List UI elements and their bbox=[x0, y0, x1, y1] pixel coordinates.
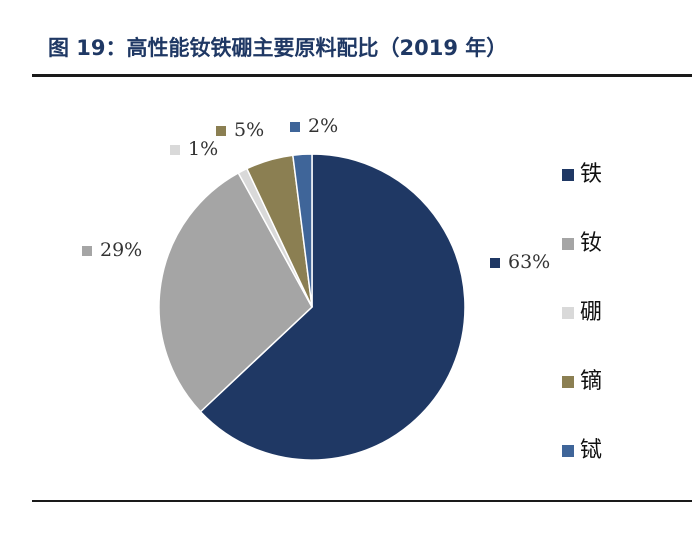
pie-slices bbox=[158, 153, 466, 461]
legend-label: 铽 bbox=[580, 437, 603, 463]
legend-swatch bbox=[562, 168, 574, 181]
bottom-rule bbox=[32, 500, 692, 502]
chart-legend: 铁钕硼镝铽 bbox=[562, 140, 682, 485]
legend-swatch bbox=[562, 237, 574, 250]
data-label-2: 29% bbox=[100, 239, 142, 261]
pie-slice-2 bbox=[158, 171, 313, 413]
legend-label: 镝 bbox=[580, 368, 603, 394]
legend-item-5: 铽 bbox=[562, 416, 682, 485]
legend-label: 钕 bbox=[580, 230, 603, 256]
legend-item-1: 铁 bbox=[562, 140, 682, 209]
data-label-4: 5% bbox=[234, 119, 264, 141]
data-label-3: 1% bbox=[188, 138, 218, 160]
data-label-marker-2 bbox=[82, 246, 92, 256]
pie-slice-1 bbox=[199, 153, 466, 461]
data-label-marker-3 bbox=[170, 145, 180, 155]
pie-slice-5 bbox=[291, 153, 313, 308]
legend-item-2: 钕 bbox=[562, 209, 682, 278]
data-label-marker-4 bbox=[216, 126, 226, 136]
legend-item-4: 镝 bbox=[562, 347, 682, 416]
data-label-marker-1 bbox=[490, 258, 500, 268]
legend-item-3: 硼 bbox=[562, 278, 682, 347]
data-labels: 63% 29% 1% 5% 2% bbox=[82, 115, 550, 273]
data-label-marker-5 bbox=[290, 122, 300, 132]
top-rule bbox=[32, 74, 692, 77]
legend-label: 铁 bbox=[580, 161, 603, 187]
legend-swatch bbox=[562, 306, 574, 319]
figure-title: 图 19：高性能钕铁硼主要原料配比（2019 年） bbox=[48, 36, 508, 60]
legend-swatch bbox=[562, 444, 574, 457]
data-label-1: 63% bbox=[508, 251, 550, 273]
legend-label: 硼 bbox=[580, 299, 603, 325]
legend-swatch bbox=[562, 375, 574, 388]
data-label-5: 2% bbox=[308, 115, 338, 137]
